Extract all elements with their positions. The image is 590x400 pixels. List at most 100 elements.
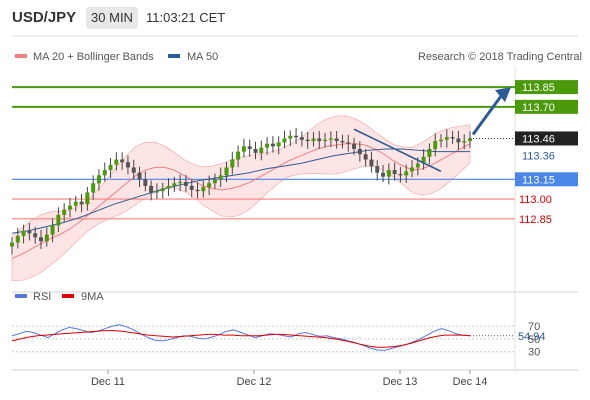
candle-body [212, 179, 217, 184]
candle-body [456, 138, 461, 143]
candle-body [328, 138, 333, 140]
candle-body [143, 179, 148, 186]
candle-body [67, 205, 72, 210]
candle-body [433, 141, 438, 149]
candle-body [207, 183, 212, 188]
ma50-value-label: 113.36 [522, 151, 555, 163]
candle-body [125, 162, 130, 168]
candle-body [427, 148, 432, 157]
candle-body [410, 167, 415, 172]
candle-body [352, 143, 357, 149]
candle-body [10, 242, 14, 247]
candle-body [230, 159, 235, 168]
candle-body [183, 181, 188, 186]
candle-body [282, 138, 287, 143]
bollinger-band [11, 115, 471, 282]
legend-label-ma50: MA 50 [187, 51, 218, 63]
candle-body [166, 185, 171, 189]
candle-body [218, 175, 223, 180]
candle-body [404, 171, 409, 176]
candle-body [421, 156, 426, 164]
candle-body [50, 225, 55, 235]
candle-body [189, 185, 194, 190]
candle-body [299, 137, 304, 140]
level-tag-113.15 [515, 172, 578, 187]
legend-label-bollinger: MA 20 + Bollinger Bands [33, 51, 154, 63]
timeframe-button[interactable]: 30 MIN [86, 7, 138, 29]
candle-body [311, 138, 316, 142]
candle-body [288, 135, 293, 139]
candle-body [21, 230, 26, 236]
candle-body [259, 147, 264, 153]
x-tick-label-1: Dec 12 [237, 376, 272, 388]
candle-body [253, 148, 258, 153]
rsi-tick-70: 70 [528, 321, 540, 333]
candle-body [73, 201, 78, 206]
x-tick-label-3: Dec 14 [453, 376, 488, 388]
candle-body [149, 185, 154, 193]
copyright-text: Research © 2018 Trading Central [418, 51, 582, 63]
level-label-112.85: 112.85 [519, 214, 552, 226]
candle-body [369, 159, 374, 167]
candle-body [241, 146, 246, 152]
candle-body [178, 181, 183, 184]
level-label-113.15: 113.15 [522, 174, 555, 186]
candle-body [44, 234, 49, 242]
candle-body [375, 166, 380, 173]
candle-body [439, 139, 444, 142]
last-price-tag [515, 131, 578, 146]
candle-body [102, 170, 107, 176]
candle-body [195, 189, 200, 192]
candle-body [346, 142, 351, 144]
candle-body [462, 141, 467, 143]
rsi-tick-50: 50 [528, 334, 540, 346]
candle-body [27, 230, 32, 234]
candle-body [108, 164, 113, 171]
candle-body [114, 159, 119, 165]
candle-body [236, 151, 241, 160]
candle-body [154, 191, 159, 193]
level-label-113.70: 113.70 [522, 102, 555, 114]
candle-body [340, 141, 345, 143]
legend-label-rsi: RSI [33, 291, 51, 303]
legend-swatch-bollinger [15, 54, 27, 58]
candle-body [85, 192, 90, 205]
candle-body [398, 174, 403, 176]
symbol-label: USD/JPY [12, 9, 77, 26]
chart-time: 11:03:21 CET [146, 10, 226, 25]
candle-body [265, 143, 270, 148]
candle-body [224, 167, 229, 176]
candle-body [270, 143, 275, 147]
candle-body [131, 167, 136, 173]
candle-body [468, 138, 472, 142]
candle-body [15, 235, 20, 243]
candle-body [444, 137, 449, 140]
level-label-113.85: 113.85 [522, 82, 555, 94]
legend-swatch-ma50 [168, 54, 180, 58]
rsi-line [11, 324, 471, 351]
candle-body [294, 135, 299, 138]
x-tick-label-2: Dec 13 [383, 376, 418, 388]
candles-group [10, 127, 472, 255]
level-label-113.00: 113.00 [519, 194, 552, 206]
x-tick-label-0: Dec 11 [91, 376, 125, 388]
candle-body [317, 138, 322, 142]
level-tag-113.70 [515, 99, 578, 114]
rsi-last-label: 54.94 [518, 331, 546, 343]
candle-body [56, 214, 61, 226]
candle-body [323, 139, 328, 142]
candle-body [172, 183, 177, 186]
ma20-line [11, 143, 471, 259]
forecast-arrow-head [495, 87, 511, 103]
candle-body [415, 163, 420, 168]
candle-body [137, 172, 142, 180]
level-tag-113.85 [515, 80, 578, 95]
rsi-ma-line [11, 330, 471, 348]
candle-body [91, 183, 96, 193]
candle-body [79, 201, 84, 205]
candle-body [160, 188, 165, 192]
candle-body [38, 237, 43, 242]
candle-body [96, 175, 101, 184]
last-price-label: 113.46 [522, 133, 555, 145]
